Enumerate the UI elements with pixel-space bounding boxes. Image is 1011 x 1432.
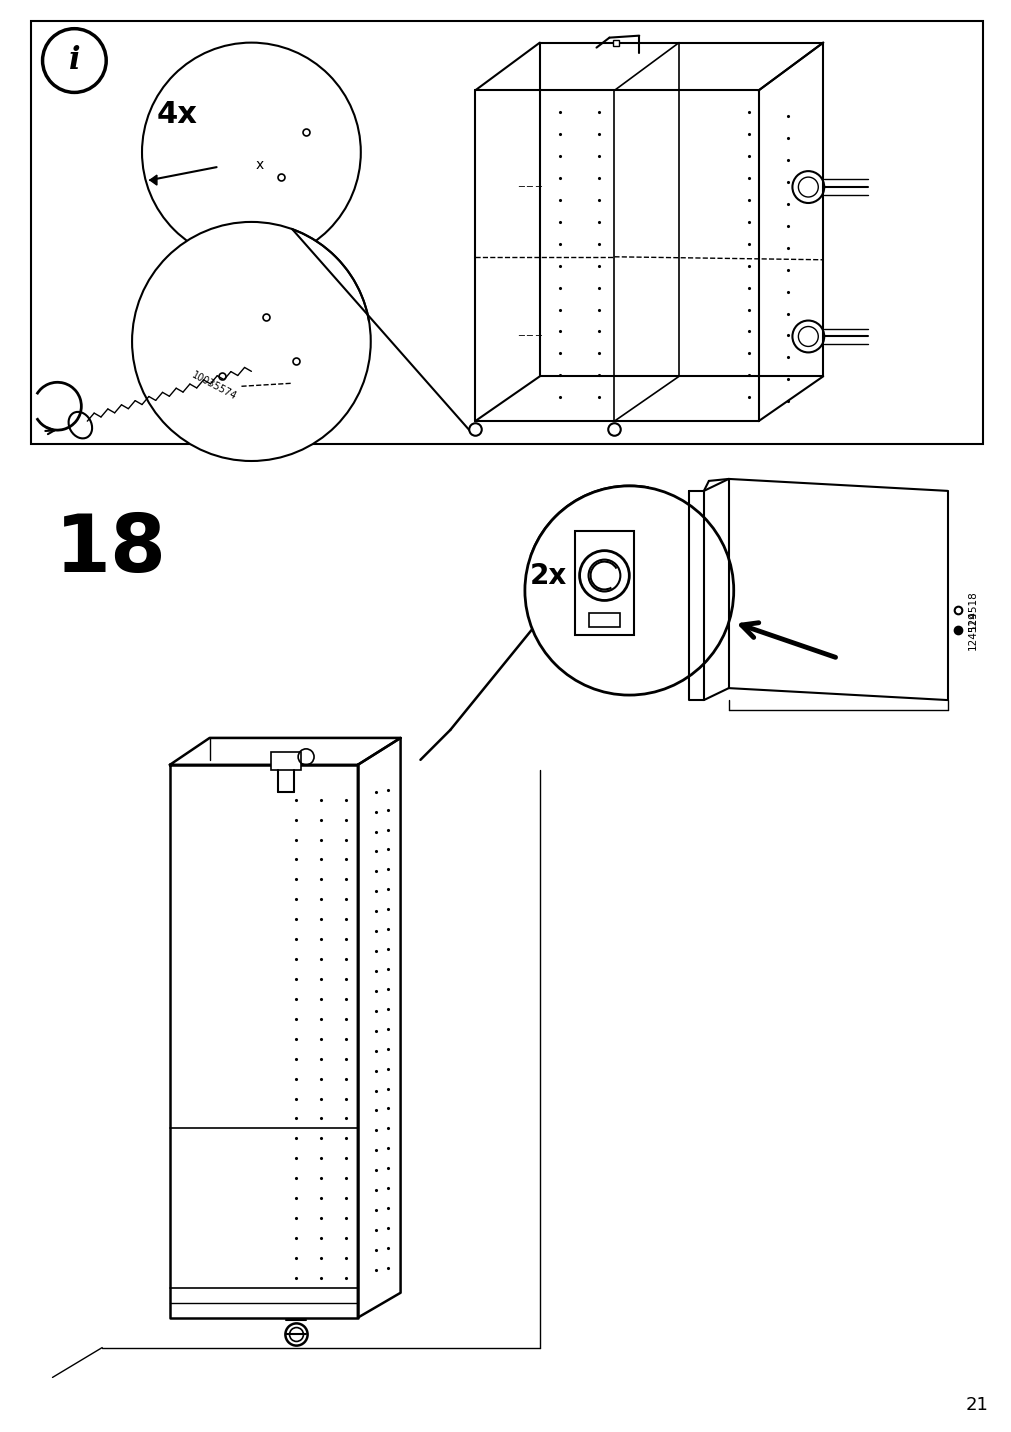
Text: 2x: 2x: [530, 561, 566, 590]
Text: 4x: 4x: [157, 100, 197, 129]
Text: x: x: [255, 158, 263, 172]
Bar: [574, 531, 634, 636]
Text: ─ ─ ─: ─ ─ ─: [518, 331, 541, 341]
Text: i: i: [69, 44, 80, 76]
Bar: [588, 613, 620, 627]
Bar: [271, 752, 301, 770]
Text: 124519: 124519: [967, 610, 977, 650]
Text: 124518: 124518: [967, 590, 977, 630]
Text: ─ ─ ─: ─ ─ ─: [518, 182, 541, 192]
Bar: [30, 20, 983, 444]
Text: 21: 21: [966, 1396, 988, 1415]
Text: 10035574: 10035574: [189, 371, 238, 402]
Circle shape: [142, 43, 361, 262]
Circle shape: [525, 485, 733, 695]
Polygon shape: [150, 175, 157, 185]
Circle shape: [131, 222, 370, 461]
Text: 18: 18: [55, 511, 167, 589]
